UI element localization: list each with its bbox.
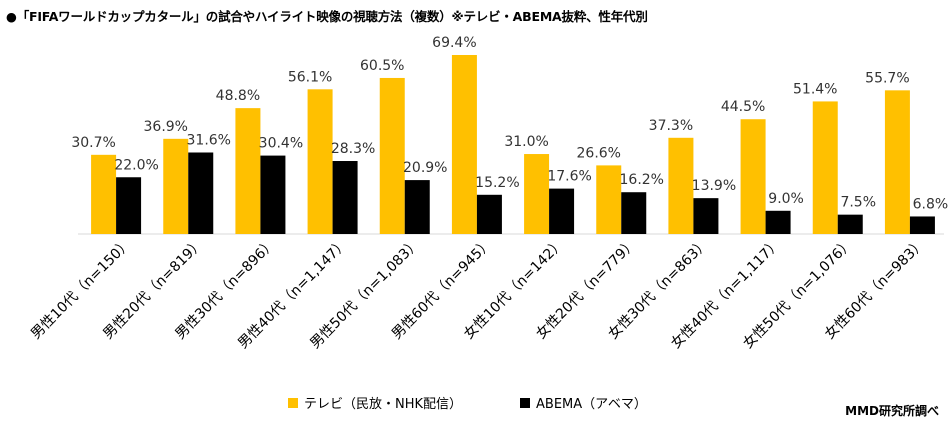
legend-swatch-tv [288,397,298,408]
bar-tv-4 [379,77,405,235]
bar-abema-2 [260,155,286,234]
bar-tv-1 [163,138,189,234]
source-credit: MMD研究所調べ [845,404,939,418]
bar-abema-10 [837,214,863,234]
legend-item-tv: テレビ（民放・NHK配信） [288,393,462,412]
label-abema-5: 15.2% [475,175,519,191]
bar-abema-5 [476,194,502,234]
bar-tv-6 [524,154,550,234]
label-abema-6: 17.6% [547,169,591,185]
label-abema-7: 16.2% [620,172,664,188]
bar-tv-9 [740,119,766,234]
label-abema-9: 9.0% [768,191,804,207]
bar-tv-11 [884,90,910,235]
label-abema-1: 31.6% [187,132,231,148]
bar-tv-3 [307,89,333,234]
label-tv-7: 26.6% [577,145,621,161]
bar-abema-6 [549,188,575,234]
legend-item-abema: ABEMA（アベマ） [520,393,647,412]
label-abema-3: 28.3% [331,141,375,157]
bar-abema-0 [116,177,142,234]
label-abema-10: 7.5% [840,195,876,211]
legend-swatch-abema [520,397,531,408]
label-tv-8: 37.3% [649,118,693,134]
label-abema-4: 20.9% [403,160,447,176]
label-abema-0: 22.0% [114,157,158,173]
chart-title: ●「FIFAワールドカップカタール」の試合やハイライト映像の視聴方法（複数）※テ… [6,9,648,24]
label-tv-5: 69.4% [432,35,476,51]
bar-abema-3 [332,161,358,234]
label-tv-4: 60.5% [360,58,404,74]
label-abema-8: 13.9% [692,178,736,194]
legend-label-tv: テレビ（民放・NHK配信） [304,397,463,412]
label-abema-2: 30.4% [259,136,303,152]
label-abema-11: 6.8% [913,196,949,212]
bar-tv-7 [596,165,622,234]
label-tv-11: 55.7% [865,70,909,86]
bar-tv-8 [668,137,694,234]
label-tv-2: 48.8% [216,88,260,104]
bar-abema-8 [693,198,719,234]
bar-abema-7 [621,192,647,234]
label-tv-3: 56.1% [288,69,332,85]
legend: テレビ（民放・NHK配信） ABEMA（アベマ） [288,393,705,412]
label-tv-0: 30.7% [71,135,115,151]
label-tv-9: 44.5% [721,99,765,115]
label-tv-10: 51.4% [793,81,837,97]
label-tv-1: 36.9% [144,119,188,135]
bar-tv-0 [91,154,117,234]
bar-abema-9 [765,210,791,234]
label-tv-6: 31.0% [504,134,548,150]
legend-label-abema: ABEMA（アベマ） [536,397,647,412]
bar-abema-11 [909,216,935,234]
bar-tv-5 [451,55,477,234]
bar-tv-2 [235,108,261,234]
bar-tv-10 [812,101,838,234]
bar-abema-1 [188,152,214,234]
bar-abema-4 [404,180,430,234]
